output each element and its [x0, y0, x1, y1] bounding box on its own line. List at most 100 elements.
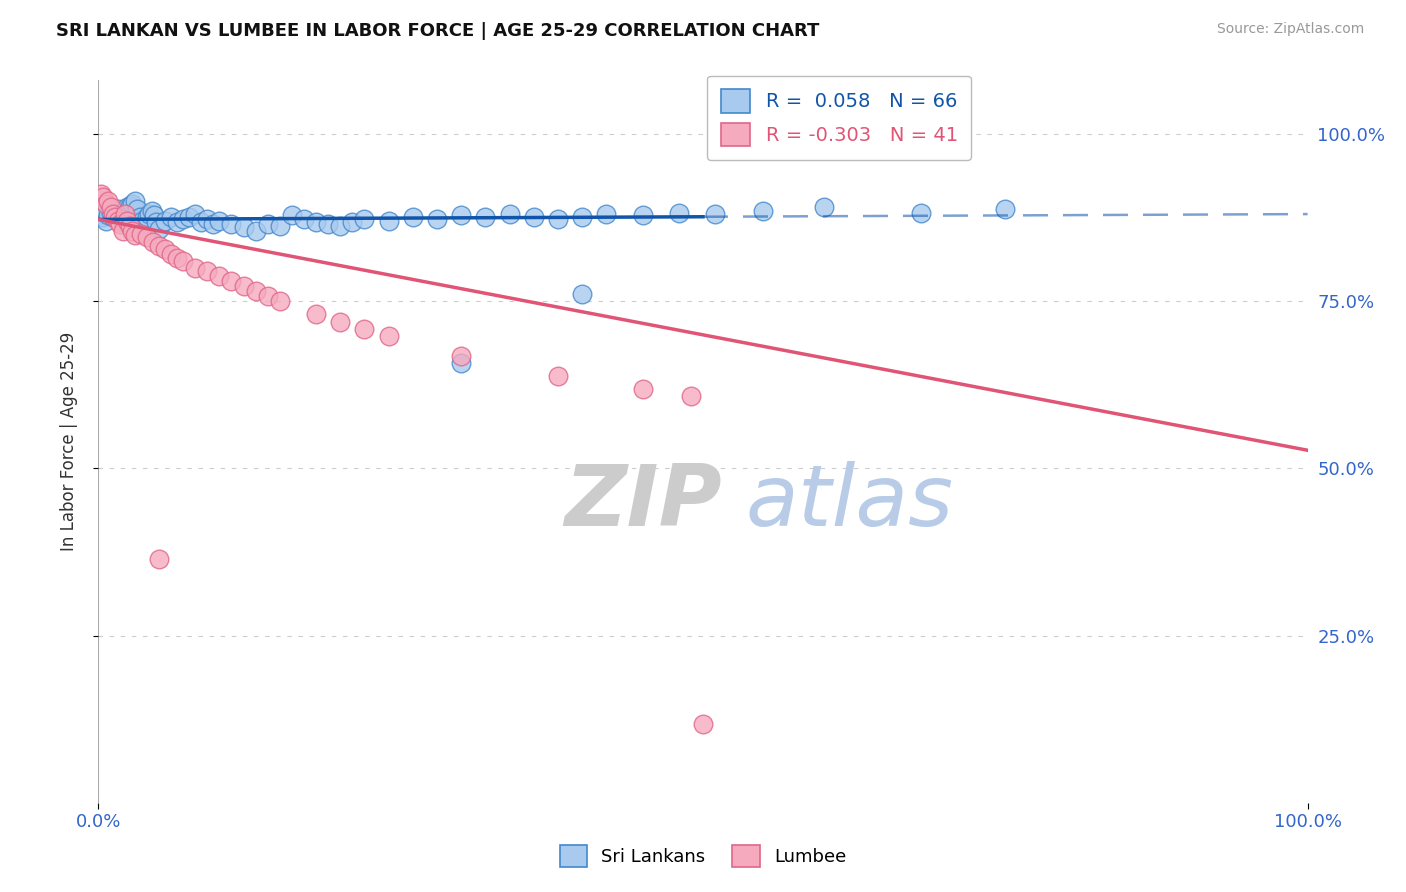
Point	[117, 201, 139, 215]
Point	[166, 251, 188, 265]
Point	[148, 551, 170, 566]
Point	[353, 322, 375, 336]
Point	[104, 204, 127, 219]
Point	[450, 209, 472, 223]
Point	[190, 215, 212, 229]
Point	[107, 214, 129, 228]
Point	[94, 197, 117, 211]
Point	[128, 210, 150, 224]
Point	[353, 212, 375, 227]
Point	[114, 203, 136, 218]
Point	[450, 349, 472, 363]
Point	[498, 207, 520, 221]
Point	[121, 197, 143, 211]
Text: Source: ZipAtlas.com: Source: ZipAtlas.com	[1216, 22, 1364, 37]
Point	[208, 214, 231, 228]
Point	[179, 211, 201, 225]
Point	[571, 211, 593, 225]
Point	[97, 194, 120, 208]
Point	[118, 199, 141, 213]
Point	[752, 203, 775, 218]
Point	[117, 214, 139, 228]
Point	[679, 389, 702, 403]
Point	[172, 254, 194, 268]
Point	[108, 212, 131, 227]
Point	[342, 215, 364, 229]
Point	[704, 207, 727, 221]
Point	[813, 201, 835, 215]
Point	[143, 209, 166, 223]
Point	[135, 230, 157, 244]
Text: ZIP: ZIP	[564, 461, 721, 544]
Point	[256, 217, 278, 231]
Point	[571, 287, 593, 301]
Point	[426, 212, 449, 227]
Point	[377, 329, 399, 343]
Point	[994, 202, 1017, 216]
Point	[91, 190, 114, 204]
Point	[910, 206, 932, 220]
Point	[121, 224, 143, 238]
Point	[245, 224, 267, 238]
Point	[100, 201, 122, 215]
Point	[101, 210, 124, 224]
Point	[90, 207, 112, 221]
Point	[138, 207, 160, 221]
Point	[108, 217, 131, 231]
Point	[94, 214, 117, 228]
Text: atlas: atlas	[745, 461, 953, 544]
Point	[184, 260, 207, 275]
Point	[142, 235, 165, 250]
Point	[111, 224, 134, 238]
Point	[547, 369, 569, 384]
Point	[107, 202, 129, 216]
Point	[160, 247, 183, 261]
Point	[668, 206, 690, 220]
Point	[281, 209, 304, 223]
Point	[232, 220, 254, 235]
Point	[195, 212, 218, 227]
Point	[166, 215, 188, 229]
Point	[104, 211, 127, 225]
Point	[316, 217, 339, 231]
Point	[131, 214, 153, 228]
Point	[292, 212, 315, 227]
Point	[114, 207, 136, 221]
Point	[127, 202, 149, 216]
Point	[145, 215, 167, 229]
Point	[160, 211, 183, 225]
Legend: Sri Lankans, Lumbee: Sri Lankans, Lumbee	[553, 838, 853, 874]
Point	[221, 274, 243, 288]
Point	[269, 294, 291, 309]
Point	[329, 316, 352, 330]
Point	[377, 214, 399, 228]
Point	[402, 211, 425, 225]
Point	[148, 239, 170, 253]
Point	[195, 264, 218, 278]
Point	[111, 215, 134, 229]
Point	[90, 187, 112, 202]
Point	[100, 206, 122, 220]
Point	[172, 212, 194, 227]
Point	[269, 219, 291, 234]
Point	[245, 284, 267, 298]
Point	[450, 356, 472, 370]
Point	[256, 289, 278, 303]
Point	[148, 222, 170, 236]
Point	[135, 211, 157, 225]
Point	[118, 219, 141, 234]
Point	[232, 279, 254, 293]
Point	[141, 203, 163, 218]
Point	[474, 211, 496, 225]
Point	[631, 209, 654, 223]
Point	[305, 215, 328, 229]
Text: SRI LANKAN VS LUMBEE IN LABOR FORCE | AGE 25-29 CORRELATION CHART: SRI LANKAN VS LUMBEE IN LABOR FORCE | AG…	[56, 22, 820, 40]
Point	[329, 219, 352, 234]
Point	[101, 207, 124, 221]
Point	[547, 212, 569, 227]
Point	[208, 268, 231, 283]
Point	[153, 214, 176, 228]
Point	[124, 194, 146, 208]
Point	[153, 242, 176, 256]
Point	[184, 207, 207, 221]
